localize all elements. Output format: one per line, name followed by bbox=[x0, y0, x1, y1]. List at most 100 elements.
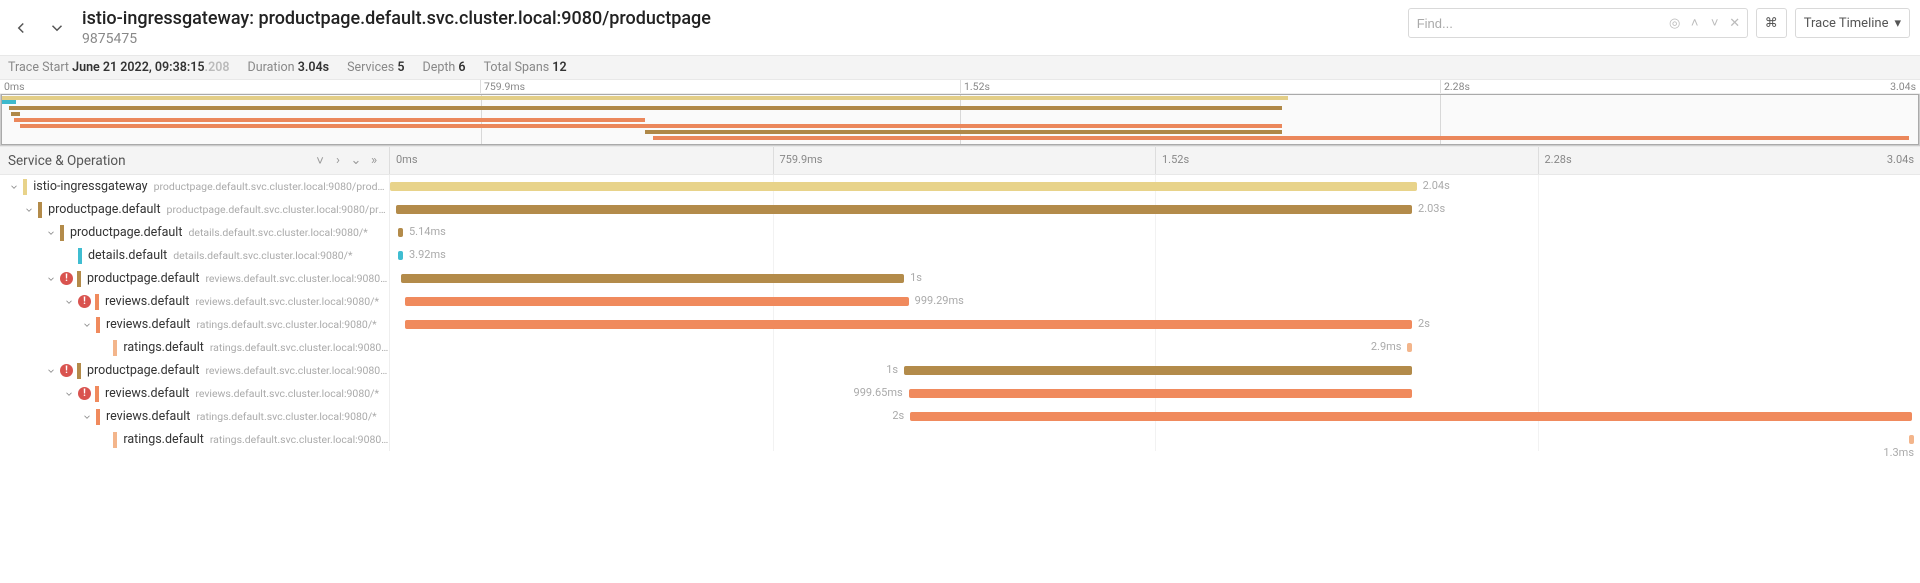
span-row-label[interactable]: ratings.default ratings.default.svc.clust… bbox=[0, 428, 390, 451]
duration-label: 5.14ms bbox=[409, 225, 446, 238]
span-row-label[interactable]: details.defaultdetails.default.svc.clust… bbox=[0, 244, 390, 267]
expander-toggle[interactable] bbox=[22, 203, 36, 217]
expander-toggle[interactable] bbox=[7, 180, 21, 194]
expander-toggle[interactable] bbox=[44, 226, 58, 240]
span-row-timeline[interactable]: 1s bbox=[390, 267, 1920, 290]
span-row-label[interactable]: productpage.defaultdetails.default.svc.c… bbox=[0, 221, 390, 244]
span-bar[interactable] bbox=[904, 366, 1412, 375]
span-row-timeline[interactable]: 1.3ms bbox=[390, 428, 1920, 451]
span-row-label[interactable]: !reviews.defaultreviews.default.svc.clus… bbox=[0, 290, 390, 313]
span-row-timeline[interactable]: 3.92ms bbox=[390, 244, 1920, 267]
span-row[interactable]: details.defaultdetails.default.svc.clust… bbox=[0, 244, 1920, 267]
back-button[interactable] bbox=[10, 17, 32, 39]
service-name: ratings.default bbox=[123, 340, 203, 355]
expander-toggle[interactable] bbox=[80, 318, 94, 332]
collapse-one-icon[interactable]: ˅ bbox=[313, 153, 327, 169]
expander-toggle[interactable] bbox=[44, 272, 58, 286]
service-name: ratings.default bbox=[123, 432, 203, 447]
span-bar[interactable] bbox=[1407, 343, 1412, 352]
span-bar[interactable] bbox=[390, 182, 1417, 191]
expander-toggle[interactable] bbox=[62, 387, 76, 401]
span-row-timeline[interactable]: 999.65ms bbox=[390, 382, 1920, 405]
operation-name: ratings.default.svc.cluster.local:9080/* bbox=[196, 410, 376, 423]
span-row[interactable]: !reviews.defaultreviews.default.svc.clus… bbox=[0, 290, 1920, 313]
row-gridline bbox=[1538, 198, 1539, 221]
view-selector[interactable]: Trace Timeline ▾ bbox=[1795, 8, 1910, 38]
duration-label: 2.9ms bbox=[1371, 340, 1402, 353]
span-bar[interactable] bbox=[909, 389, 1412, 398]
span-row-label[interactable]: istio-ingressgatewayproductpage.default.… bbox=[0, 175, 390, 198]
chevron-down-icon bbox=[24, 205, 34, 215]
minimap[interactable]: 0ms759.9ms1.52s2.28s3.04s bbox=[0, 80, 1920, 147]
chevron-down-icon bbox=[46, 366, 56, 376]
span-bar[interactable] bbox=[405, 320, 1412, 329]
span-row[interactable]: ratings.default ratings.default.svc.clust… bbox=[0, 428, 1920, 451]
row-gridline bbox=[773, 221, 774, 244]
span-bar[interactable] bbox=[1909, 435, 1914, 444]
span-bar[interactable] bbox=[398, 251, 403, 260]
row-gridline bbox=[773, 359, 774, 382]
stat-label: Trace Start bbox=[8, 60, 69, 75]
span-row[interactable]: !reviews.defaultreviews.default.svc.clus… bbox=[0, 382, 1920, 405]
expander-toggle[interactable] bbox=[44, 364, 58, 378]
timeline-tick: 1.52s bbox=[1155, 147, 1189, 174]
minimap-area[interactable] bbox=[0, 94, 1920, 146]
expander-toggle[interactable] bbox=[62, 295, 76, 309]
span-row[interactable]: productpage.defaultproductpage.default.s… bbox=[0, 198, 1920, 221]
title-service: istio-ingressgateway: bbox=[82, 8, 258, 29]
service-color-bar bbox=[96, 317, 100, 333]
span-row[interactable]: !productpage.defaultreviews.default.svc.… bbox=[0, 267, 1920, 290]
span-row-timeline[interactable]: 2s bbox=[390, 313, 1920, 336]
service-color-bar bbox=[78, 248, 82, 264]
timeline-tick: 2.28s bbox=[1538, 147, 1572, 174]
expander-placeholder bbox=[62, 249, 76, 263]
service-name: istio-ingressgateway bbox=[33, 179, 147, 194]
span-bar[interactable] bbox=[396, 205, 1412, 214]
span-row-timeline[interactable]: 1s bbox=[390, 359, 1920, 382]
span-row[interactable]: !productpage.defaultreviews.default.svc.… bbox=[0, 359, 1920, 382]
span-bar[interactable] bbox=[910, 412, 1912, 421]
span-bar[interactable] bbox=[405, 297, 908, 306]
span-row-label[interactable]: ratings.defaultratings.default.svc.clust… bbox=[0, 336, 390, 359]
span-row-timeline[interactable]: 2s bbox=[390, 405, 1920, 428]
span-bar[interactable] bbox=[398, 228, 403, 237]
span-row-timeline[interactable]: 2.04s bbox=[390, 175, 1920, 198]
duration-label: 2s bbox=[1418, 317, 1430, 330]
span-row-label[interactable]: !productpage.defaultreviews.default.svc.… bbox=[0, 267, 390, 290]
span-row[interactable]: reviews.defaultratings.default.svc.clust… bbox=[0, 405, 1920, 428]
keyboard-shortcut-button[interactable]: ⌘ bbox=[1756, 8, 1787, 38]
expand-all-icon[interactable]: » bbox=[367, 153, 381, 169]
span-row-label[interactable]: productpage.defaultproductpage.default.s… bbox=[0, 198, 390, 221]
span-row[interactable]: ratings.defaultratings.default.svc.clust… bbox=[0, 336, 1920, 359]
span-row[interactable]: istio-ingressgatewayproductpage.default.… bbox=[0, 175, 1920, 198]
duration-label: 1.3ms bbox=[1883, 446, 1914, 459]
service-name: productpage.default bbox=[70, 225, 182, 240]
command-icon: ⌘ bbox=[1765, 16, 1778, 31]
expander-toggle[interactable] bbox=[80, 410, 94, 424]
span-row-label[interactable]: !reviews.defaultreviews.default.svc.clus… bbox=[0, 382, 390, 405]
span-row-label[interactable]: !productpage.defaultreviews.default.svc.… bbox=[0, 359, 390, 382]
span-row-timeline[interactable]: 999.29ms bbox=[390, 290, 1920, 313]
stat-value: 3.04s bbox=[298, 60, 329, 75]
row-gridline bbox=[1538, 313, 1539, 336]
span-row-timeline[interactable]: 2.03s bbox=[390, 198, 1920, 221]
span-row[interactable]: productpage.defaultdetails.default.svc.c… bbox=[0, 221, 1920, 244]
title-operation: productpage.default.svc.cluster.local:90… bbox=[258, 8, 710, 29]
span-row-timeline[interactable]: 2.9ms bbox=[390, 336, 1920, 359]
row-gridline bbox=[1538, 428, 1539, 451]
collapse-all-icon[interactable]: ⌄ bbox=[349, 153, 363, 169]
span-row[interactable]: reviews.defaultratings.default.svc.clust… bbox=[0, 313, 1920, 336]
span-bar[interactable] bbox=[401, 274, 904, 283]
expand-one-icon[interactable]: › bbox=[331, 153, 345, 169]
minimap-selection[interactable] bbox=[1, 94, 1919, 145]
find-prev-icon[interactable]: ˄ bbox=[1686, 14, 1704, 32]
find-target-icon[interactable]: ◎ bbox=[1666, 14, 1684, 32]
span-row-label[interactable]: reviews.defaultratings.default.svc.clust… bbox=[0, 313, 390, 336]
span-row-label[interactable]: reviews.defaultratings.default.svc.clust… bbox=[0, 405, 390, 428]
expander-placeholder bbox=[97, 433, 111, 447]
operation-name: ratings.default.svc.cluster.local:9080/* bbox=[210, 433, 389, 446]
span-row-timeline[interactable]: 5.14ms bbox=[390, 221, 1920, 244]
find-next-icon[interactable]: ˅ bbox=[1706, 14, 1724, 32]
collapse-button[interactable] bbox=[46, 17, 68, 39]
find-clear-icon[interactable]: ✕ bbox=[1726, 14, 1744, 32]
